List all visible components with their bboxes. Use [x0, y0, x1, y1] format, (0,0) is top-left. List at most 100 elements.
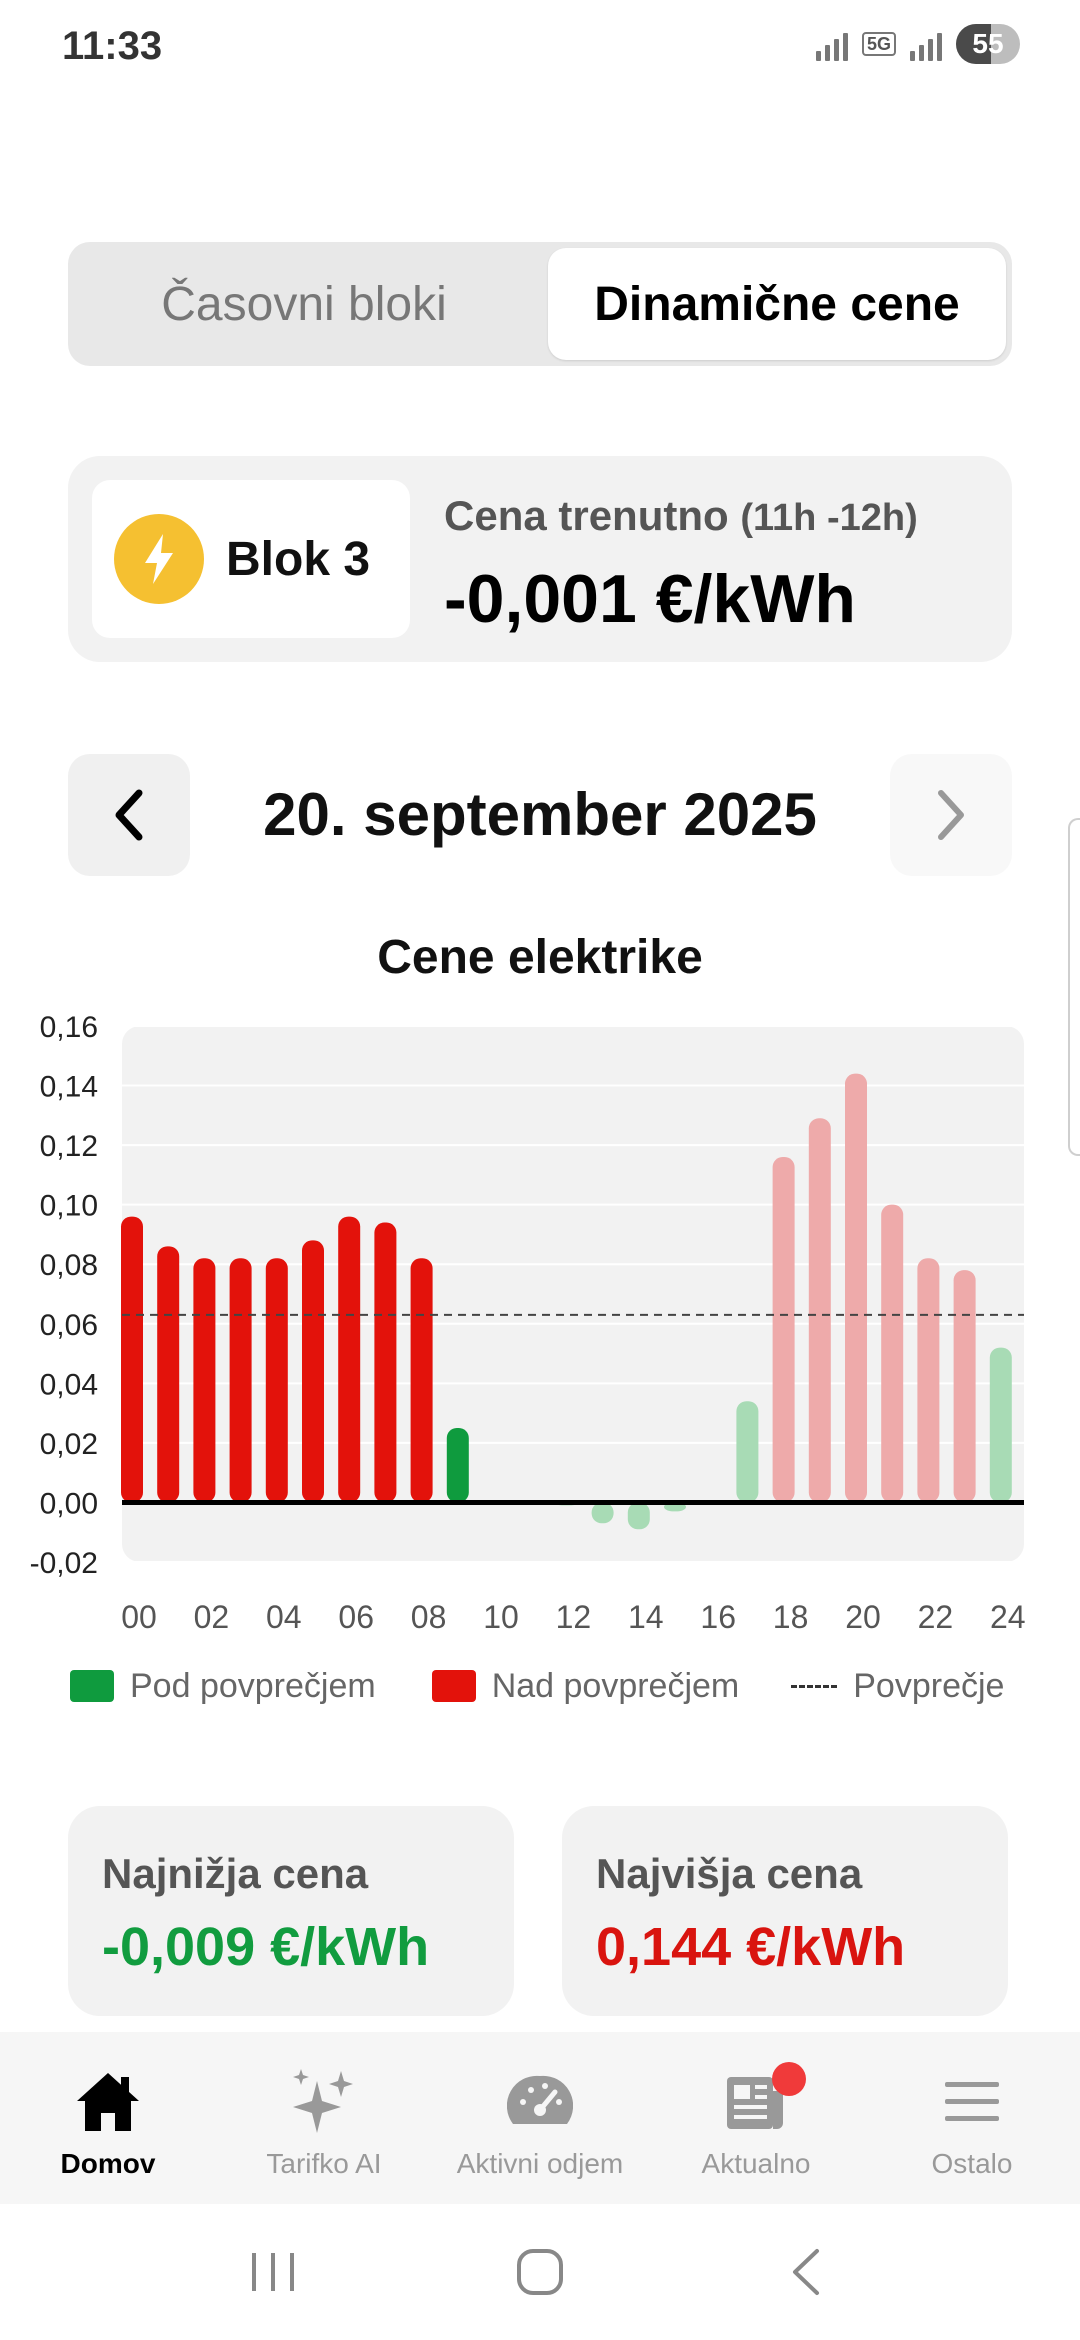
tab-domov[interactable]: Domov	[0, 2032, 216, 2204]
x-tick-label: 20	[845, 1599, 881, 1635]
legend-dash-line	[791, 1684, 838, 1688]
network-5g-icon: 5G	[861, 32, 896, 56]
x-tick-label: 08	[411, 1599, 447, 1635]
tab-tarifko-ai[interactable]: Tarifko AI	[216, 2032, 432, 2204]
highest-price-card: Najvišja cena 0,144 €/kWh	[562, 1806, 1008, 2016]
chevron-left-icon	[115, 789, 143, 841]
price-bar	[374, 1222, 397, 1503]
price-bar	[121, 1216, 143, 1503]
price-bar	[157, 1246, 180, 1503]
lowest-price-title: Najnižja cena	[102, 1850, 369, 1897]
x-tick-label: 04	[266, 1599, 302, 1635]
current-price-range: (11h -12h)	[740, 497, 918, 539]
price-bar	[989, 1347, 1012, 1503]
legend-average-label: Povprečje	[853, 1666, 1005, 1705]
y-tick-label: 0,02	[40, 1428, 98, 1461]
price-bar	[772, 1157, 795, 1503]
legend-above-label: Nad povprečjem	[491, 1666, 740, 1705]
price-bar	[627, 1502, 650, 1530]
current-price-card: Blok 3 Cena trenutno (11h -12h) -0,001 €…	[68, 456, 1012, 662]
x-tick-label: 18	[773, 1599, 809, 1635]
next-day-button[interactable]	[890, 754, 1012, 876]
price-bar	[917, 1258, 940, 1503]
tab-aktualno[interactable]: Aktualno	[648, 2032, 864, 2204]
legend-green-swatch	[70, 1670, 114, 1702]
menu-icon	[943, 2066, 1001, 2138]
price-bar	[193, 1258, 216, 1503]
x-tick-label: 16	[700, 1599, 736, 1635]
lowest-price-value: -0,009 €/kWh	[102, 1917, 430, 1977]
x-tick-label: 00	[121, 1599, 157, 1635]
y-tick-label: 0,06	[40, 1309, 98, 1342]
price-bar	[446, 1428, 469, 1503]
x-tick-label: 10	[483, 1599, 519, 1635]
y-tick-label: 0,00	[40, 1487, 98, 1520]
sparkles-icon	[289, 2066, 359, 2138]
status-bar: 11:33 5G 55	[0, 0, 1080, 96]
lightning-icon	[114, 514, 204, 604]
y-tick-label: 0,12	[40, 1130, 98, 1163]
back-icon[interactable]	[767, 2232, 847, 2312]
lowest-price-card: Najnižja cena -0,009 €/kWh	[68, 1806, 514, 2016]
notification-badge	[772, 2062, 806, 2096]
home-circle-icon[interactable]	[500, 2232, 580, 2312]
y-tick-label: 0,04	[40, 1368, 98, 1401]
signal-icon	[815, 27, 848, 61]
legend-below-average: Pod povprečjem	[70, 1667, 376, 1706]
chart-title: Cene elektrike	[377, 931, 703, 984]
highest-price-value: 0,144 €/kWh	[596, 1917, 906, 1977]
price-bar	[736, 1401, 759, 1503]
x-tick-label: 24	[990, 1599, 1026, 1635]
block-badge: Blok 3	[92, 480, 410, 638]
y-tick-label: 0,10	[40, 1190, 98, 1223]
edge-panel-handle[interactable]	[1068, 818, 1080, 1156]
date-label: 20. september 2025	[263, 781, 817, 848]
current-price-title: Cena trenutno (11h -12h)	[444, 492, 918, 540]
tab-casovni-bloki[interactable]: Časovni bloki	[161, 277, 447, 331]
tab-label-domov: Domov	[60, 2148, 156, 2179]
battery-fill	[956, 24, 992, 64]
price-bar	[591, 1502, 614, 1524]
current-price-title-text: Cena trenutno	[444, 492, 729, 539]
legend-below-label: Pod povprečjem	[130, 1666, 376, 1705]
news-icon	[725, 2066, 787, 2138]
recents-icon[interactable]	[233, 2232, 313, 2312]
signal-icon-2	[910, 27, 942, 61]
block-label: Blok 3	[226, 532, 371, 586]
x-tick-label: 22	[918, 1599, 954, 1635]
battery-icon: 55	[956, 24, 1020, 64]
y-tick-label: 0,16	[40, 1011, 98, 1044]
legend-red-swatch	[431, 1670, 476, 1702]
price-bar	[302, 1240, 324, 1503]
x-tick-label: 06	[338, 1599, 374, 1635]
system-navigation-bar	[0, 2204, 1080, 2340]
legend-average: Povprečje	[791, 1667, 1004, 1706]
chart-legend: Pod povprečjem Nad povprečjem Povprečje	[70, 1664, 1020, 1708]
price-bar	[845, 1073, 867, 1503]
tab-ostalo[interactable]: Ostalo	[864, 2032, 1080, 2204]
current-price-value: -0,001 €/kWh	[444, 561, 856, 637]
x-tick-label: 12	[556, 1599, 592, 1635]
legend-above-average: Nad povprečjem	[431, 1666, 740, 1706]
price-chart: 0,16 0,14 0,12 0,10 0,08 0,06 0,04 0,02 0,00 -0,0…	[30, 1011, 1026, 1635]
price-bar	[881, 1204, 904, 1503]
tab-dinamicne-cene[interactable]: Dinamične cene	[548, 248, 1006, 360]
price-bar	[229, 1258, 252, 1503]
status-time: 11:33	[62, 24, 163, 68]
status-icons: 5G 55	[815, 24, 1020, 64]
price-bar	[410, 1258, 433, 1503]
tab-label-ostalo: Ostalo	[931, 2148, 1013, 2179]
y-tick-label: -0,02	[30, 1547, 98, 1580]
previous-day-button[interactable]	[68, 754, 190, 876]
tab-aktivni-odjem[interactable]: Aktivni odjem	[432, 2032, 648, 2204]
price-bar	[953, 1270, 976, 1503]
chevron-right-icon	[938, 790, 964, 840]
tab-label-tarifko: Tarifko AI	[266, 2148, 382, 2179]
tab-label-aktivni: Aktivni odjem	[456, 2148, 624, 2179]
price-bar	[808, 1118, 831, 1503]
battery-level: 55	[972, 28, 1004, 59]
home-icon	[75, 2066, 141, 2138]
y-tick-label: 0,08	[40, 1249, 98, 1282]
y-tick-label: 0,14	[40, 1071, 98, 1104]
tab-label-aktualno: Aktualno	[701, 2148, 811, 2179]
